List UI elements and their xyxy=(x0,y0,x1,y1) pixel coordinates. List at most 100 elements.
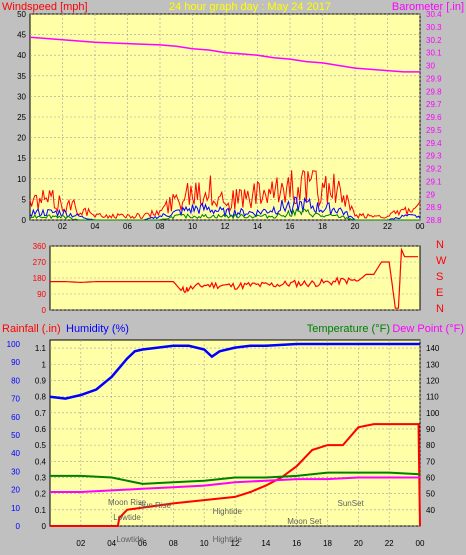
humidity-tick-label: 80 xyxy=(11,376,20,385)
compass-label-n-bottom: N xyxy=(436,303,444,315)
compass-label-w: W xyxy=(436,255,447,267)
annotation-label: Sun Rise xyxy=(139,501,172,510)
rainfall-tick-label: 0.3 xyxy=(35,473,47,482)
barometer-tick-label: 30 xyxy=(426,62,435,71)
x-tick-label: 12 xyxy=(231,539,240,548)
rainfall-tick-label: 0.5 xyxy=(35,441,47,450)
windspeed-tick-label: 25 xyxy=(17,113,26,122)
rainfall-tick-label: 0.6 xyxy=(35,425,47,434)
rainfall-tick-label: 0.9 xyxy=(35,376,47,385)
barometer-tick-label: 29.9 xyxy=(426,74,442,83)
humidity-tick-label: 40 xyxy=(11,449,20,458)
humidity-tick-label: 10 xyxy=(11,504,20,513)
windspeed-tick-label: 5 xyxy=(22,195,27,204)
compass-label-n-top: N xyxy=(436,239,444,251)
temperature-tick-label: 140 xyxy=(426,344,440,353)
annotation-label: SunSet xyxy=(338,499,365,508)
annotation-label: Lowtide xyxy=(116,535,144,544)
humidity-tick-label: 50 xyxy=(11,431,20,440)
rainfall-tick-label: 0.4 xyxy=(35,457,47,466)
x-tick-label: 06 xyxy=(138,539,147,548)
windspeed-series xyxy=(29,169,421,220)
rainfall-tick-label: 0.8 xyxy=(35,393,47,402)
windspeed-tick-label: 40 xyxy=(17,51,26,60)
x-tick-label: 10 xyxy=(200,539,209,548)
temperature-axis-label: Temperature (°F) xyxy=(307,323,390,335)
temperature-tick-label: 70 xyxy=(426,457,435,466)
windspeed-tick-label: 0 xyxy=(22,216,27,225)
direction-tick-label: 360 xyxy=(33,242,47,251)
windspeed-tick-label: 45 xyxy=(17,31,26,40)
x-tick-label: 02 xyxy=(76,539,85,548)
rainfall-tick-label: 0.1 xyxy=(35,506,47,515)
tick-labels: 0510152025303540455028.828.92929.129.229… xyxy=(7,10,442,548)
barometer-tick-label: 29.8 xyxy=(426,87,442,96)
temperature-tick-label: 80 xyxy=(426,441,435,450)
x-tick-label: 00 xyxy=(416,222,425,231)
temperature-tick-label: 110 xyxy=(426,393,439,402)
rainfall-tick-label: 1.1 xyxy=(35,344,47,353)
barometer-tick-label: 29.4 xyxy=(426,139,442,148)
x-tick-label: 16 xyxy=(292,539,301,548)
direction-tick-label: 180 xyxy=(33,274,47,283)
rainfall-tick-label: 1 xyxy=(42,360,47,369)
barometer-tick-label: 29.2 xyxy=(426,165,442,174)
barometer-tick-label: 30.4 xyxy=(426,10,442,19)
barometer-tick-label: 29 xyxy=(426,190,435,199)
humidity-tick-label: 70 xyxy=(11,395,20,404)
rainfall-tick-label: 0 xyxy=(42,522,47,531)
windspeed-axis-label: Windspeed [mph] xyxy=(2,1,88,13)
x-tick-label: 10 xyxy=(188,222,197,231)
barometer-tick-label: 30.1 xyxy=(426,49,442,58)
humidity-axis-label: Humidity (%) xyxy=(66,323,129,335)
humidity-tick-label: 100 xyxy=(7,340,21,349)
windspeed-tick-label: 15 xyxy=(17,154,26,163)
annotation-label: Lowtide xyxy=(113,513,141,522)
annotation-label: Moon Rise xyxy=(108,498,147,507)
x-tick-label: 20 xyxy=(351,222,360,231)
humidity-tick-label: 30 xyxy=(11,467,20,476)
temperature-tick-label: 130 xyxy=(426,360,440,369)
top-plot-area xyxy=(29,13,421,221)
x-tick-label: 12 xyxy=(221,222,230,231)
barometer-tick-label: 29.3 xyxy=(426,152,442,161)
direction-tick-label: 90 xyxy=(37,290,46,299)
barometer-tick-label: 29.1 xyxy=(426,177,442,186)
windspeed-tick-label: 10 xyxy=(17,175,26,184)
x-tick-label: 22 xyxy=(385,539,394,548)
x-tick-label: 16 xyxy=(286,222,295,231)
barometer-tick-label: 30.3 xyxy=(426,23,442,32)
direction-series xyxy=(50,247,419,309)
x-tick-label: 04 xyxy=(91,222,100,231)
series-layer xyxy=(29,36,421,527)
barometer-tick-label: 28.8 xyxy=(426,216,442,225)
annotation-label: Hightide xyxy=(213,535,243,544)
temperature-tick-label: 100 xyxy=(426,409,440,418)
windspeed-tick-label: 20 xyxy=(17,134,26,143)
temperature-tick-label: 50 xyxy=(426,490,435,499)
windspeed-tick-label: 35 xyxy=(17,72,26,81)
direction-tick-label: 270 xyxy=(33,258,47,267)
humidity-tick-label: 0 xyxy=(16,522,21,531)
barometer-tick-label: 29.5 xyxy=(426,126,442,135)
x-tick-label: 08 xyxy=(156,222,165,231)
rainfall-axis-label: Rainfall (.in) xyxy=(2,323,61,335)
humidity-series xyxy=(49,342,420,400)
x-tick-label: 00 xyxy=(416,539,425,548)
avg-series xyxy=(29,208,420,221)
windspeed-tick-label: 50 xyxy=(17,10,26,19)
temperature-tick-label: 120 xyxy=(426,376,440,385)
dewpoint-series xyxy=(50,476,420,493)
x-tick-label: 18 xyxy=(318,222,327,231)
barometer-tick-label: 29.6 xyxy=(426,113,442,122)
x-tick-label: 14 xyxy=(261,539,270,548)
rainfall-tick-label: 0.2 xyxy=(35,490,47,499)
windspeed-tick-label: 30 xyxy=(17,92,26,101)
temperature-series xyxy=(50,471,421,485)
humidity-tick-label: 90 xyxy=(11,358,20,367)
x-tick-label: 02 xyxy=(58,222,67,231)
x-tick-label: 08 xyxy=(169,539,178,548)
chart-title: 24 hour graph day : May 24 2017 xyxy=(169,1,331,13)
